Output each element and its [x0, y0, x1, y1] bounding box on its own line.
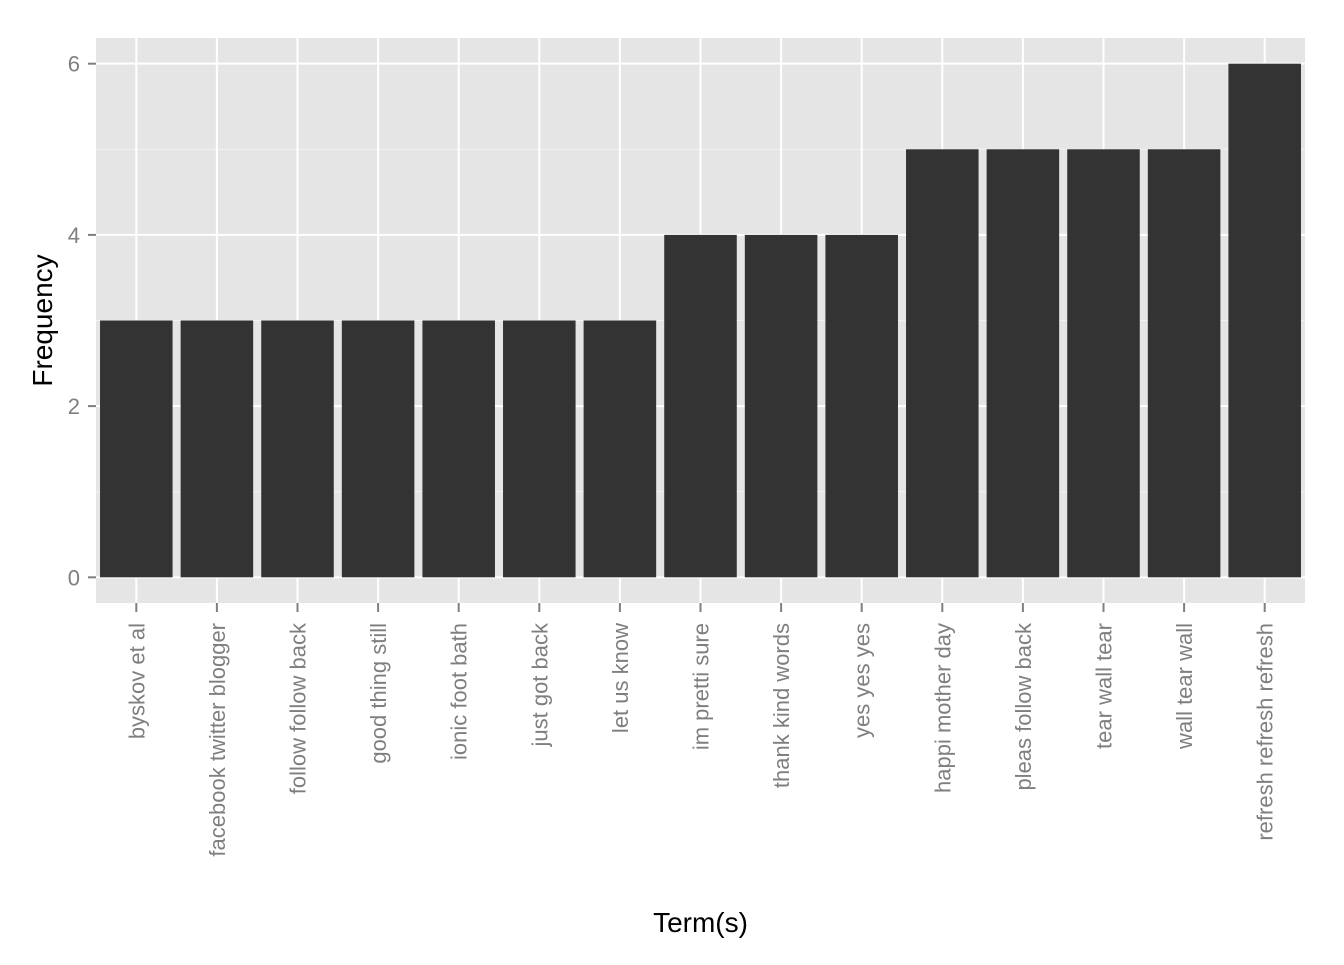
y-axis-title: Frequency [27, 254, 58, 386]
x-axis-title: Term(s) [653, 907, 748, 938]
bar [503, 320, 576, 578]
bar [825, 234, 898, 578]
x-tick-label: thank kind words [769, 623, 794, 788]
y-axis: 0 2 4 6 [68, 52, 96, 590]
y-tick-label: 4 [68, 223, 80, 248]
x-tick-label: good thing still [366, 623, 391, 764]
x-tick-label: refresh refresh refresh [1253, 623, 1278, 841]
bar [422, 320, 495, 578]
bar [583, 320, 657, 578]
x-tick-label: ionic foot bath [447, 623, 472, 760]
bar [664, 234, 737, 578]
bars [100, 63, 1301, 578]
bar [1067, 149, 1140, 578]
y-tick-label: 6 [68, 52, 80, 77]
bar [1147, 149, 1221, 578]
bar [1228, 63, 1301, 578]
bar [261, 320, 334, 578]
x-tick-label: follow follow back [286, 622, 311, 794]
x-tick-label: byskov et al [124, 623, 149, 739]
x-tick-label: just got back [527, 622, 552, 748]
x-tick-label: let us know [608, 623, 633, 733]
y-tick-label: 2 [68, 394, 80, 419]
x-tick-label: tear wall tear [1092, 623, 1117, 749]
x-tick-label: yes yes yes [850, 623, 875, 738]
x-axis: byskov et al facebook twitter blogger foll… [124, 603, 1278, 857]
x-tick-label: wall tear wall [1172, 623, 1197, 750]
bar [744, 234, 818, 578]
x-tick-label: happi mother day [930, 623, 955, 793]
bar [100, 320, 173, 578]
x-tick-label: facebook twitter blogger [205, 623, 230, 857]
x-tick-label: pleas follow back [1011, 622, 1036, 791]
x-tick-label: im pretti sure [689, 623, 714, 750]
bar [986, 149, 1060, 578]
bar [906, 149, 979, 578]
bar [341, 320, 415, 578]
bar [180, 320, 254, 578]
y-tick-label: 0 [68, 565, 80, 590]
